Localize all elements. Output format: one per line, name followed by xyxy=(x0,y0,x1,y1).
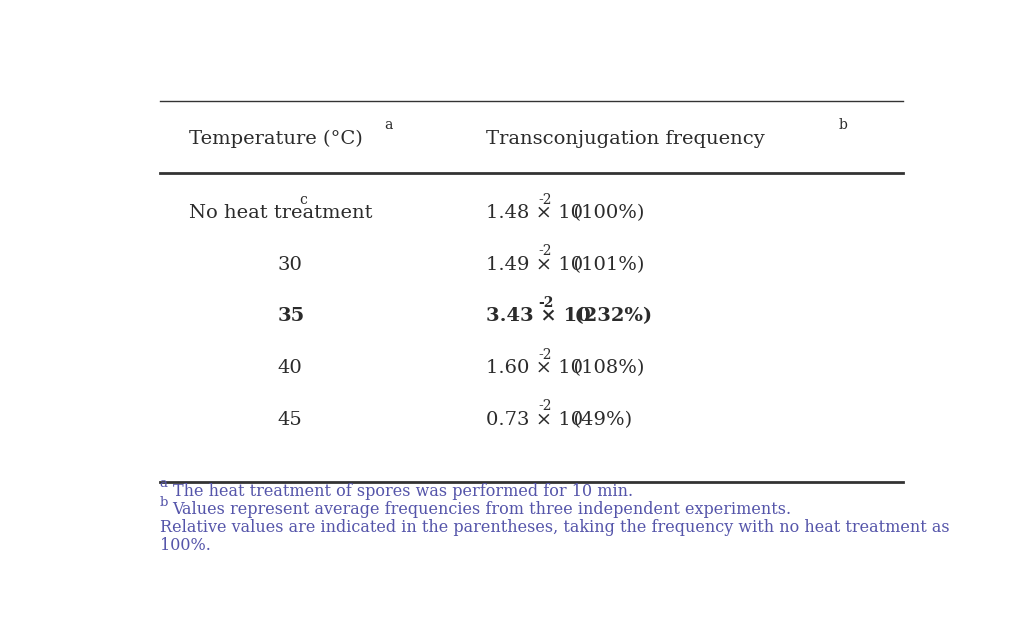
Text: -2: -2 xyxy=(539,193,552,207)
Text: (108%): (108%) xyxy=(560,359,644,377)
Text: Temperature (°C): Temperature (°C) xyxy=(189,130,363,148)
Text: 40: 40 xyxy=(277,359,302,377)
Text: 0.73 × 10: 0.73 × 10 xyxy=(486,410,583,428)
Text: b: b xyxy=(159,496,169,509)
Text: No heat treatment: No heat treatment xyxy=(189,204,373,222)
Text: (101%): (101%) xyxy=(560,256,644,274)
Text: 45: 45 xyxy=(277,410,302,428)
Text: 1.48 × 10: 1.48 × 10 xyxy=(486,204,583,222)
Text: (49%): (49%) xyxy=(560,410,632,428)
Text: 1.60 × 10: 1.60 × 10 xyxy=(486,359,583,377)
Text: a: a xyxy=(159,478,168,491)
Text: Relative values are indicated in the parentheses, taking the frequency with no h: Relative values are indicated in the par… xyxy=(159,519,949,537)
Text: -2: -2 xyxy=(539,399,552,414)
Text: Transconjugation frequency: Transconjugation frequency xyxy=(486,130,764,148)
Text: 1.49 × 10: 1.49 × 10 xyxy=(486,256,583,274)
Text: (232%): (232%) xyxy=(560,307,652,325)
Text: Values represent average frequencies from three independent experiments.: Values represent average frequencies fro… xyxy=(173,501,792,518)
Text: (100%): (100%) xyxy=(560,204,644,222)
Text: -2: -2 xyxy=(539,245,552,258)
Text: a: a xyxy=(384,118,393,132)
Text: 100%.: 100%. xyxy=(159,538,211,555)
Text: 30: 30 xyxy=(277,256,302,274)
Text: b: b xyxy=(839,118,847,132)
Text: c: c xyxy=(299,193,307,207)
Text: The heat treatment of spores was performed for 10 min.: The heat treatment of spores was perform… xyxy=(173,483,633,500)
Text: 3.43 × 10: 3.43 × 10 xyxy=(486,307,590,325)
Text: -2: -2 xyxy=(539,348,552,361)
Text: -2: -2 xyxy=(539,296,554,310)
Text: 35: 35 xyxy=(277,307,305,325)
